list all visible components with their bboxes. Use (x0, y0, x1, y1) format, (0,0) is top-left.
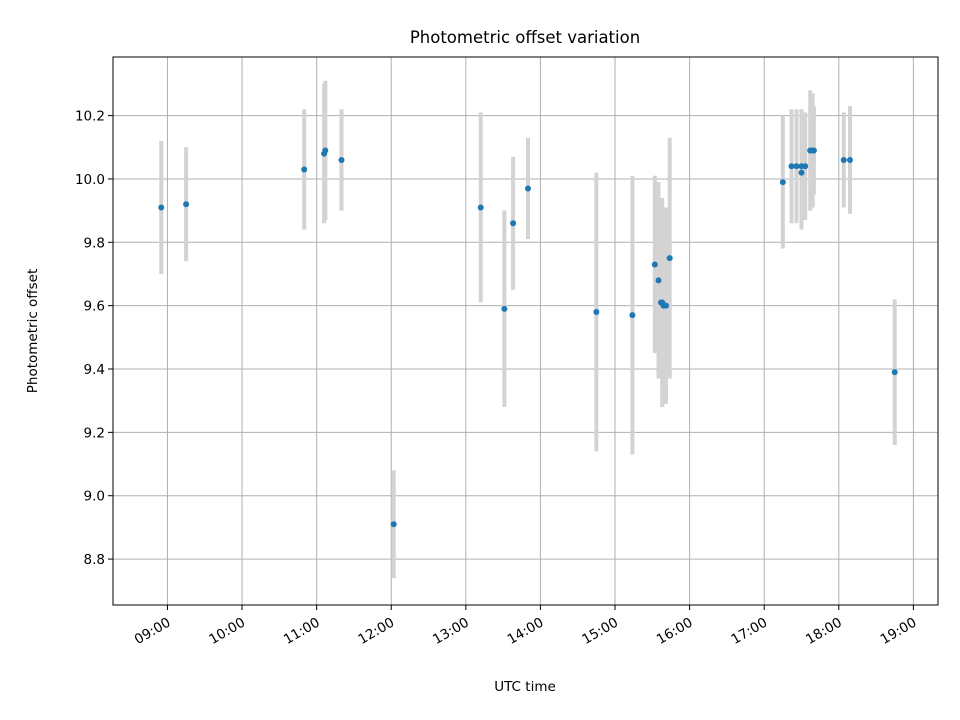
data-point (301, 166, 308, 173)
data-point (779, 179, 786, 186)
data-point (810, 147, 817, 154)
data-point (788, 163, 795, 170)
y-tick-label: 9.0 (84, 489, 105, 505)
y-tick-label: 10.0 (75, 172, 105, 188)
y-tick-label: 9.2 (84, 425, 105, 441)
data-point (183, 201, 190, 208)
data-point (662, 302, 669, 309)
data-point (390, 521, 397, 528)
y-tick-label: 9.8 (84, 235, 105, 251)
data-point (501, 305, 508, 312)
data-point (524, 185, 531, 192)
data-point (593, 308, 600, 315)
grid (113, 57, 938, 605)
data-point (629, 312, 636, 319)
data-point (802, 163, 809, 170)
data-point (158, 204, 165, 211)
data-points (158, 147, 898, 528)
y-tick-label: 8.8 (84, 552, 105, 568)
data-point (477, 204, 484, 211)
data-point (793, 163, 800, 170)
y-tick-label: 10.2 (75, 109, 105, 125)
data-point (798, 169, 805, 176)
data-point (666, 255, 673, 262)
data-point (322, 147, 329, 154)
y-tick-label: 9.4 (84, 362, 105, 378)
data-point (338, 156, 345, 163)
data-point (891, 369, 898, 376)
data-point (651, 261, 658, 268)
data-point (846, 156, 853, 163)
chart-title: Photometric offset variation (410, 28, 640, 47)
y-axis-label: Photometric offset (25, 269, 41, 393)
x-axis-label: UTC time (494, 679, 556, 695)
y-axis-ticks: 8.8 9.0 9.2 9.4 9.6 9.8 10.0 10.2 (75, 109, 113, 568)
data-point (840, 156, 847, 163)
data-point (510, 220, 517, 227)
y-tick-label: 9.6 (84, 299, 105, 315)
data-point (655, 277, 662, 284)
plot-frame (112, 56, 939, 606)
